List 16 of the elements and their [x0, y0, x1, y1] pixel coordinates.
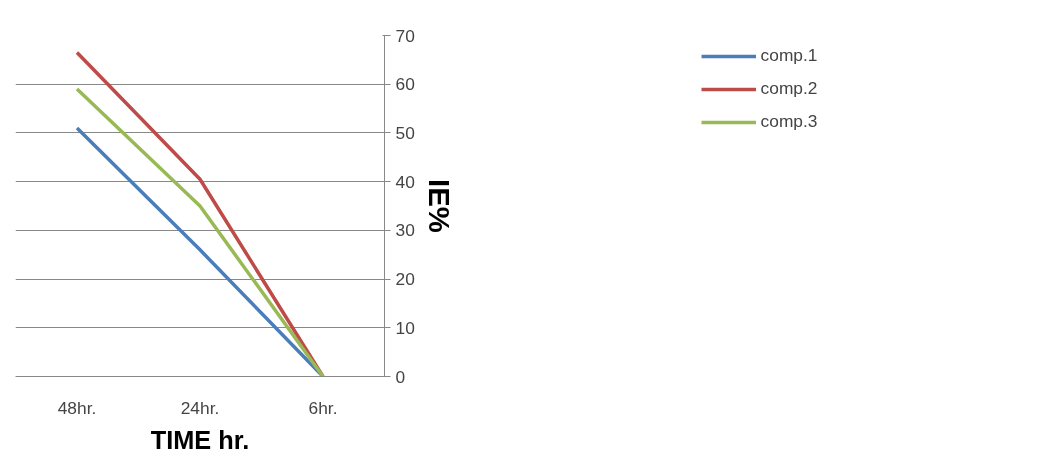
x-tick-label: 24hr.: [180, 397, 220, 418]
x-axis-title: TIME hr.: [150, 425, 250, 454]
y-tick-label: 50: [395, 122, 415, 143]
y-tick-label: 40: [395, 171, 415, 192]
y-tick-label: 30: [395, 220, 415, 241]
legend-label: comp.1: [760, 45, 818, 66]
y-tick-label: 20: [395, 269, 415, 290]
y-tick-label: 70: [395, 25, 415, 46]
y-axis-title: IE%: [422, 179, 456, 233]
legend-label: comp.3: [760, 111, 818, 132]
x-tick-label: 48hr.: [57, 397, 97, 418]
y-tick-label: 0: [395, 366, 406, 387]
legend-label: comp.2: [760, 78, 818, 99]
y-tick-label: 60: [395, 74, 415, 95]
y-tick-label: 10: [395, 317, 415, 338]
x-tick-label: 6hr.: [308, 397, 338, 418]
